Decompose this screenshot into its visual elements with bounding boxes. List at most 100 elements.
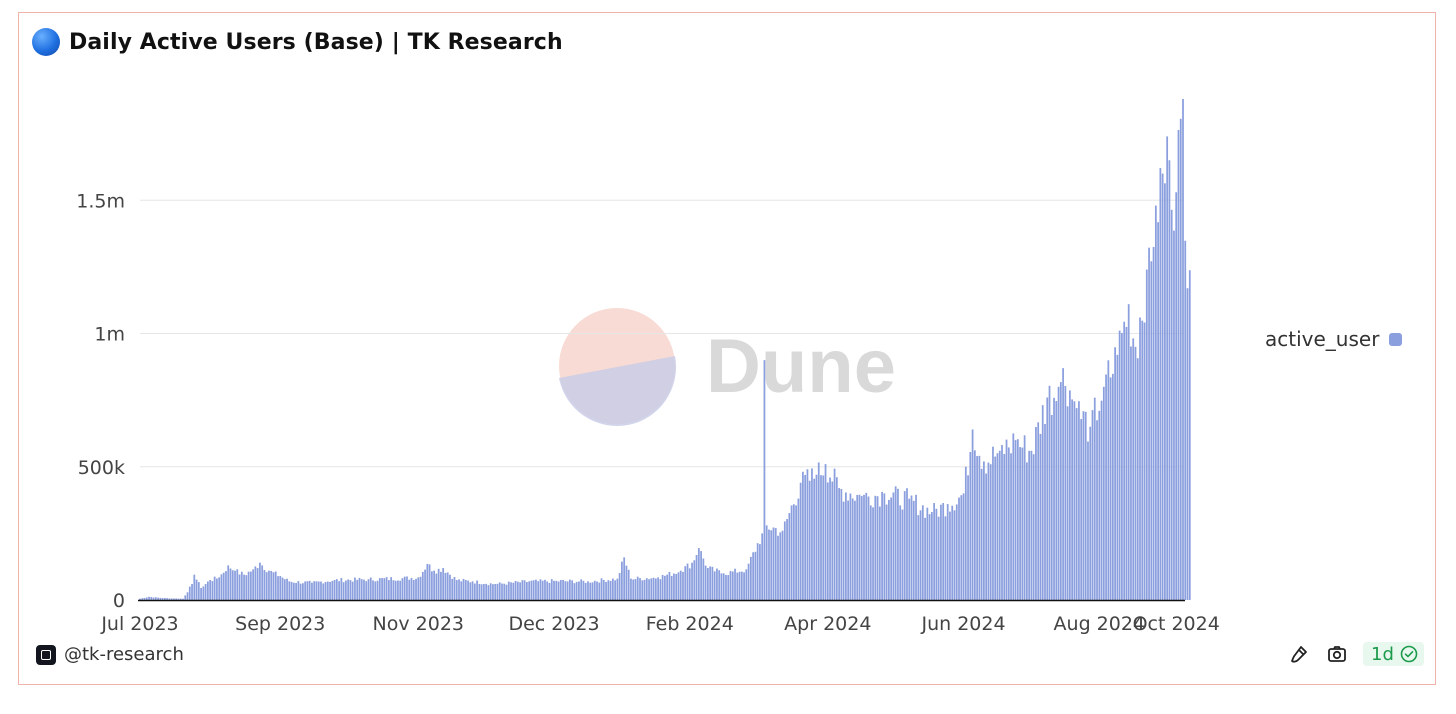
- bar[interactable]: [806, 469, 809, 600]
- bar[interactable]: [998, 450, 1001, 600]
- bar[interactable]: [494, 584, 497, 600]
- bar[interactable]: [458, 579, 460, 600]
- bar[interactable]: [399, 580, 402, 600]
- bar[interactable]: [661, 574, 664, 600]
- bar[interactable]: [654, 578, 657, 600]
- bar[interactable]: [736, 572, 739, 600]
- bar[interactable]: [813, 478, 816, 600]
- bar[interactable]: [358, 577, 361, 600]
- bar[interactable]: [1168, 160, 1171, 600]
- bar[interactable]: [573, 583, 576, 600]
- author-link[interactable]: @tk-research: [36, 644, 184, 665]
- bar[interactable]: [867, 496, 870, 600]
- bar[interactable]: [1177, 129, 1180, 600]
- bar[interactable]: [763, 360, 766, 600]
- bar[interactable]: [1073, 401, 1076, 600]
- bar[interactable]: [910, 495, 913, 600]
- bar[interactable]: [917, 515, 920, 600]
- bar[interactable]: [1048, 385, 1051, 600]
- bar[interactable]: [209, 580, 212, 600]
- bar[interactable]: [788, 513, 791, 600]
- bar[interactable]: [1014, 440, 1017, 600]
- bar[interactable]: [969, 451, 972, 600]
- bar[interactable]: [274, 571, 277, 600]
- bar[interactable]: [324, 582, 327, 600]
- bar[interactable]: [953, 510, 956, 600]
- bar[interactable]: [295, 582, 297, 600]
- bar[interactable]: [1093, 397, 1096, 600]
- bar[interactable]: [645, 578, 648, 600]
- bar[interactable]: [254, 566, 257, 600]
- bar[interactable]: [1039, 433, 1042, 600]
- bar[interactable]: [783, 521, 786, 600]
- bar[interactable]: [410, 577, 413, 600]
- bar[interactable]: [765, 525, 768, 600]
- bar[interactable]: [745, 569, 748, 600]
- bar[interactable]: [973, 450, 976, 600]
- bar[interactable]: [1154, 205, 1157, 600]
- bar[interactable]: [1159, 168, 1162, 600]
- bar[interactable]: [381, 578, 383, 600]
- bar[interactable]: [858, 494, 861, 600]
- bar[interactable]: [243, 574, 245, 600]
- bar[interactable]: [1100, 400, 1103, 600]
- bar[interactable]: [1021, 447, 1024, 600]
- bar[interactable]: [718, 570, 721, 600]
- bar[interactable]: [890, 497, 893, 600]
- bar[interactable]: [962, 493, 965, 600]
- bar[interactable]: [390, 577, 393, 600]
- bar[interactable]: [666, 574, 669, 600]
- bar[interactable]: [829, 477, 831, 600]
- bar[interactable]: [596, 581, 598, 600]
- bar[interactable]: [919, 510, 922, 600]
- bar[interactable]: [668, 571, 671, 600]
- bar[interactable]: [227, 565, 230, 601]
- bar[interactable]: [598, 582, 601, 600]
- bar[interactable]: [385, 577, 388, 600]
- bar[interactable]: [838, 488, 840, 600]
- bar[interactable]: [768, 529, 770, 600]
- bar[interactable]: [331, 580, 334, 600]
- bar[interactable]: [808, 480, 811, 600]
- bar[interactable]: [200, 588, 202, 600]
- bar[interactable]: [193, 574, 196, 600]
- bar[interactable]: [985, 473, 988, 600]
- bar[interactable]: [356, 579, 359, 600]
- bar[interactable]: [213, 576, 216, 600]
- bar[interactable]: [1046, 397, 1049, 600]
- bar[interactable]: [338, 581, 340, 600]
- bar[interactable]: [679, 570, 682, 600]
- bar[interactable]: [734, 568, 736, 600]
- bar[interactable]: [469, 582, 472, 600]
- bar[interactable]: [322, 583, 325, 600]
- bar[interactable]: [408, 579, 411, 600]
- bar[interactable]: [521, 580, 524, 600]
- bar[interactable]: [747, 563, 750, 600]
- bar[interactable]: [971, 429, 974, 600]
- bar[interactable]: [455, 580, 458, 600]
- bar[interactable]: [485, 583, 488, 600]
- bar[interactable]: [360, 579, 363, 600]
- bar[interactable]: [186, 592, 189, 600]
- bar[interactable]: [1134, 346, 1137, 600]
- bar[interactable]: [591, 582, 594, 600]
- bar[interactable]: [279, 576, 282, 600]
- bar[interactable]: [740, 571, 743, 600]
- bar[interactable]: [944, 516, 947, 600]
- bar[interactable]: [1001, 445, 1003, 600]
- bar[interactable]: [430, 571, 433, 600]
- bar[interactable]: [652, 577, 655, 600]
- bar[interactable]: [580, 579, 583, 600]
- bar[interactable]: [1084, 411, 1087, 600]
- bar[interactable]: [507, 581, 510, 600]
- bar[interactable]: [288, 581, 291, 601]
- bar[interactable]: [571, 580, 574, 600]
- bar[interactable]: [1127, 304, 1130, 600]
- bar[interactable]: [1143, 322, 1146, 600]
- bar[interactable]: [297, 581, 300, 600]
- bar[interactable]: [659, 579, 662, 600]
- bar[interactable]: [412, 580, 415, 600]
- bar[interactable]: [218, 577, 221, 600]
- bar[interactable]: [756, 543, 759, 600]
- bar[interactable]: [1012, 433, 1015, 600]
